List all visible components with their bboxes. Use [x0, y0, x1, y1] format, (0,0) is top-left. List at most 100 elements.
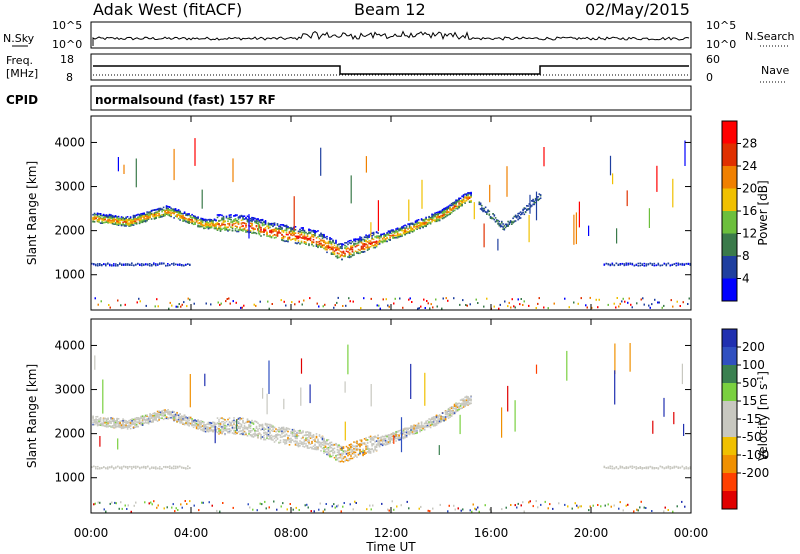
data-cell [135, 219, 138, 221]
data-cell [204, 430, 207, 433]
data-cell [285, 428, 288, 430]
data-cell [441, 210, 444, 212]
data-cell [380, 233, 382, 236]
data-cell [116, 417, 118, 420]
data-cell [465, 194, 468, 197]
y-tick-label: 1000 [54, 268, 85, 282]
data-cell [252, 227, 255, 230]
data-cell [300, 240, 303, 243]
data-cell [183, 419, 186, 421]
data-cell [116, 421, 118, 424]
data-cell [338, 451, 340, 453]
data-cell [363, 451, 366, 454]
data-cell [243, 222, 246, 225]
data-cell [212, 224, 214, 227]
data-cell [267, 222, 270, 225]
data-cell [444, 413, 447, 416]
data-cell [422, 425, 424, 428]
data-cell [251, 232, 253, 234]
data-cell [308, 231, 310, 234]
data-cell [114, 223, 117, 225]
data-cell [333, 252, 336, 254]
freq-left-tick-top: 18 [60, 53, 74, 66]
data-cell [209, 428, 211, 431]
data-cell [365, 240, 367, 243]
data-cell [338, 243, 340, 245]
data-cell [419, 221, 421, 224]
data-cell [317, 230, 319, 232]
data-cell [192, 420, 195, 422]
data-cell [378, 243, 381, 245]
data-cell [258, 432, 261, 435]
data-cell [429, 424, 432, 427]
data-cell [362, 247, 364, 249]
data-cell [381, 238, 384, 241]
data-cell [255, 225, 258, 227]
data-cell [347, 451, 349, 454]
data-cell [271, 303, 273, 305]
data-cell [327, 246, 330, 249]
cpid-label: CPID [6, 93, 38, 107]
data-cell [126, 223, 129, 226]
data-cell [281, 430, 283, 433]
data-cell [225, 226, 228, 229]
data-cell [183, 422, 186, 425]
data-cell [623, 264, 626, 267]
data-cell [198, 225, 201, 228]
data-cell [102, 218, 105, 220]
data-cell [354, 240, 357, 243]
data-cell [431, 422, 433, 424]
data-cell [675, 264, 678, 267]
data-cell [402, 431, 405, 433]
data-cell [234, 219, 237, 221]
data-cell [326, 248, 328, 251]
data-cell [443, 213, 445, 216]
data-cell [350, 256, 352, 258]
data-cell [109, 264, 111, 267]
data-cell [641, 264, 644, 266]
data-cell [189, 221, 192, 223]
data-cell [217, 301, 219, 304]
data-cell [387, 233, 390, 235]
data-cell [404, 229, 406, 232]
data-cell [124, 303, 126, 306]
data-cell [163, 466, 165, 468]
colorbar-tick-label: 4 [742, 272, 750, 286]
data-cell [177, 305, 179, 308]
data-cell [231, 224, 234, 226]
data-cell [323, 239, 325, 242]
data-cell [458, 202, 460, 204]
data-cell [203, 218, 205, 221]
data-cell [519, 217, 522, 219]
data-cell [327, 439, 330, 441]
data-cell [261, 423, 264, 426]
data-cell [434, 424, 436, 427]
data-cell [465, 401, 468, 403]
data-cell [330, 246, 333, 248]
data-cell [368, 242, 370, 245]
data-cell [360, 307, 362, 310]
data-cell [111, 465, 113, 468]
data-cell [128, 225, 130, 227]
data-cell [372, 439, 375, 441]
data-cell [152, 416, 154, 418]
data-cell [333, 306, 335, 309]
data-cell [104, 218, 106, 221]
data-cell [303, 235, 306, 237]
data-cell [174, 413, 177, 416]
data-cell [312, 241, 315, 243]
data-cell [206, 219, 208, 221]
data-cell [372, 231, 375, 234]
data-cell [689, 262, 692, 265]
data-cell [270, 229, 273, 231]
data-cell [640, 298, 642, 301]
data-cell [303, 442, 306, 445]
data-cell [306, 437, 309, 439]
data-cell [297, 445, 300, 448]
data-cell [243, 427, 246, 430]
data-cell [352, 300, 354, 303]
data-cell [408, 223, 411, 225]
data-cell [177, 414, 180, 417]
data-cell [101, 214, 103, 217]
data-cell [135, 423, 138, 426]
